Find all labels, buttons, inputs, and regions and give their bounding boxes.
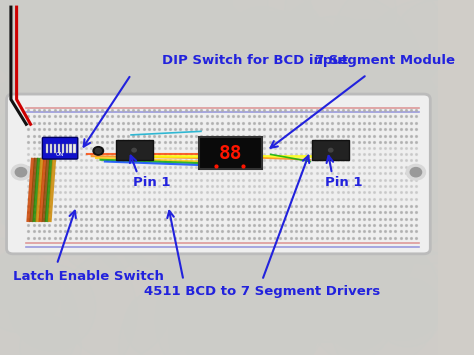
Text: 7 Segment Module: 7 Segment Module (315, 54, 455, 67)
Text: 88: 88 (219, 143, 242, 163)
Bar (54, 144, 56, 153)
Bar (73, 144, 76, 153)
Text: Pin 1: Pin 1 (133, 176, 171, 189)
Text: Pin 1: Pin 1 (326, 176, 363, 189)
Text: Latch Enable Switch: Latch Enable Switch (13, 271, 164, 283)
FancyBboxPatch shape (7, 94, 430, 254)
Circle shape (15, 168, 27, 177)
Bar (70, 144, 72, 153)
Circle shape (410, 168, 421, 177)
Text: 4511 BCD to 7 Segment Drivers: 4511 BCD to 7 Segment Drivers (144, 285, 381, 297)
Bar (46, 144, 48, 153)
Circle shape (95, 148, 101, 153)
Text: DIP Switch for BCD input: DIP Switch for BCD input (162, 54, 348, 67)
Circle shape (93, 147, 103, 155)
Circle shape (132, 148, 137, 152)
Bar (312, 140, 349, 160)
Bar (50, 144, 53, 153)
Bar (62, 144, 64, 153)
Bar (199, 137, 262, 169)
Circle shape (11, 164, 31, 180)
Bar (65, 144, 68, 153)
Bar (116, 140, 153, 160)
Circle shape (406, 164, 426, 180)
Text: ON: ON (56, 152, 64, 157)
FancyBboxPatch shape (42, 137, 78, 159)
Bar (58, 144, 60, 153)
Circle shape (328, 148, 333, 152)
